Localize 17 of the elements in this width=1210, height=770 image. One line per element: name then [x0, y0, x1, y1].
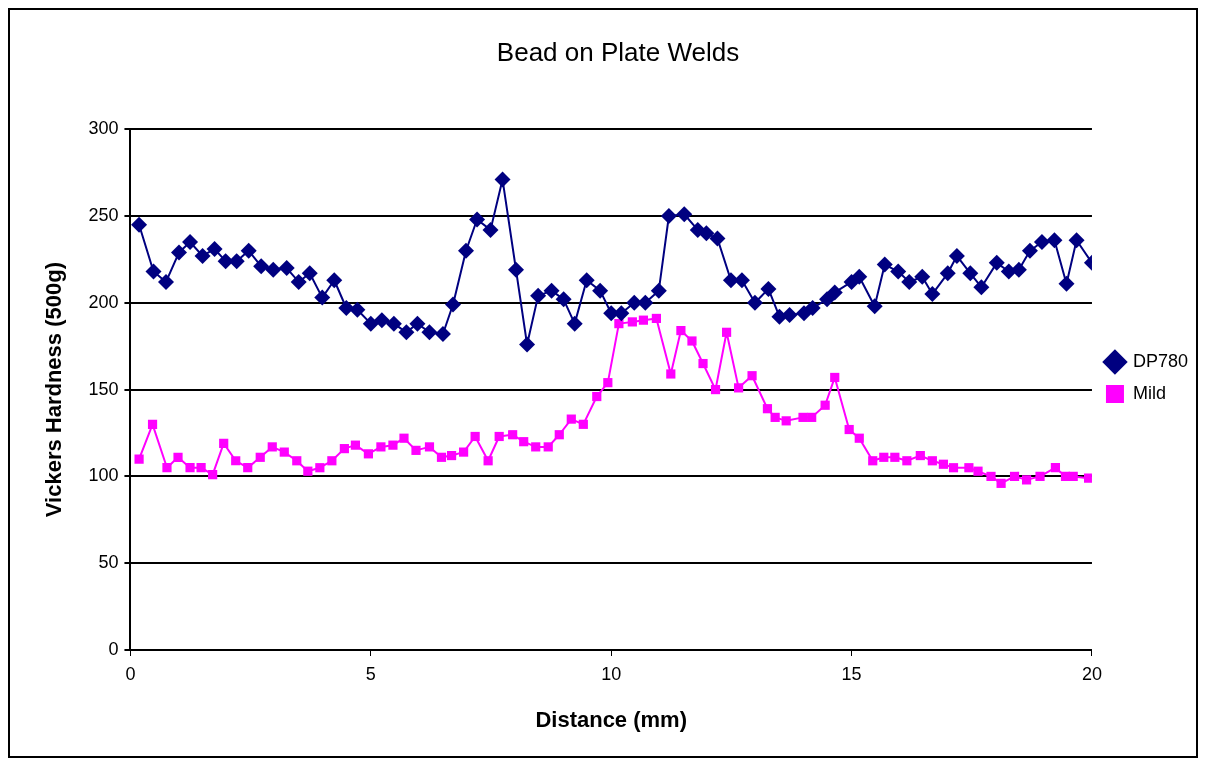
- y-tick-label: 250: [88, 204, 119, 225]
- y-axis-title: Vickers Hardness (500g): [41, 262, 67, 518]
- y-tick-label: 100: [88, 465, 119, 486]
- x-tick-label: 15: [841, 663, 862, 684]
- y-tick-label: 50: [98, 552, 119, 573]
- x-axis-title: Distance (mm): [535, 706, 687, 732]
- y-tick-label: 150: [88, 378, 119, 399]
- legend-label: Mild: [1132, 382, 1166, 403]
- y-tick-label: 0: [108, 638, 119, 659]
- y-tick-label: 200: [88, 291, 119, 312]
- x-tick-label: 5: [365, 663, 376, 684]
- x-tick-label: 10: [601, 663, 622, 684]
- x-tick-label: 0: [125, 663, 136, 684]
- x-tick-label: 20: [1081, 663, 1102, 684]
- legend-label: DP780: [1132, 350, 1189, 371]
- y-tick-label: 300: [88, 118, 119, 139]
- chart-title: Bead on Plate Welds: [496, 36, 740, 67]
